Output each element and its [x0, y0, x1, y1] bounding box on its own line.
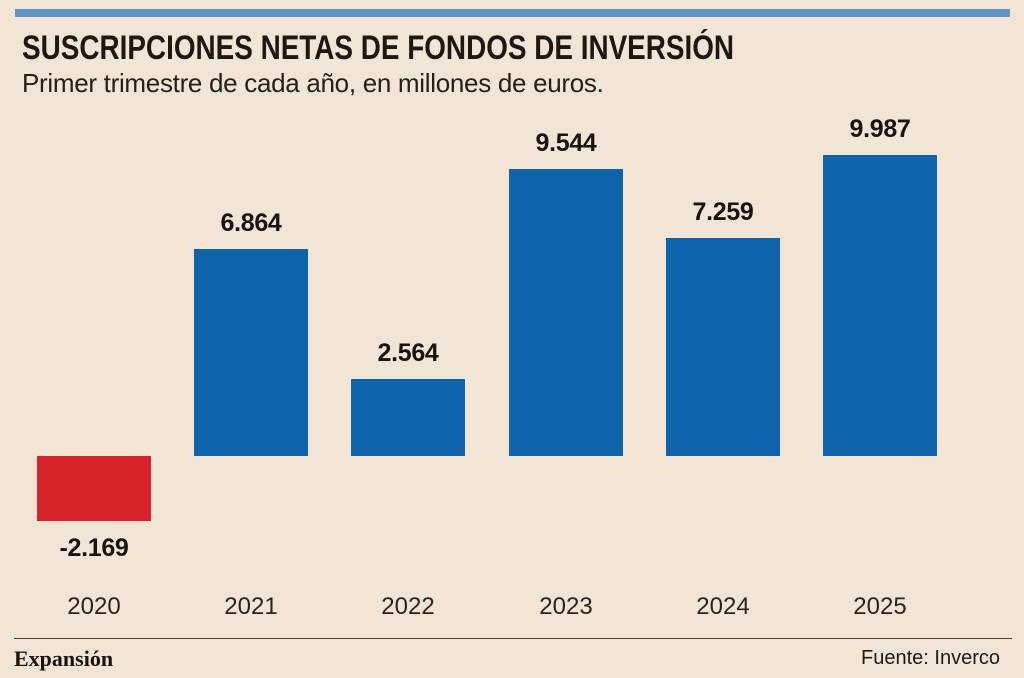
bar-2021 — [194, 249, 308, 456]
x-axis-label: 2024 — [696, 593, 750, 620]
bar-value-label: 6.864 — [220, 209, 282, 237]
bar-2025 — [823, 155, 937, 456]
bar-value-label: 9.544 — [535, 129, 597, 157]
bar-value-label: 2.564 — [377, 339, 439, 367]
bar-value-label: -2.169 — [59, 534, 129, 562]
brand-logo: Expansión — [14, 646, 114, 671]
x-axis-label: 2023 — [539, 593, 593, 620]
x-axis-label: 2020 — [67, 593, 121, 620]
bar-value-label: 9.987 — [849, 115, 911, 143]
footer-divider — [14, 638, 1012, 639]
top-accent-stripe — [15, 9, 1010, 17]
bar-2022 — [351, 379, 465, 456]
bar-2023 — [509, 169, 623, 456]
bar-2020 — [37, 456, 151, 521]
chart-title: SUSCRIPCIONES NETAS DE FONDOS DE INVERSI… — [22, 29, 735, 67]
bar-2024 — [666, 238, 780, 456]
x-axis-label: 2025 — [853, 593, 907, 620]
x-axis-label: 2021 — [224, 593, 278, 620]
bar-value-label: 7.259 — [692, 198, 754, 226]
chart-subtitle: Primer trimestre de cada año, en millone… — [22, 68, 604, 98]
source-label: Fuente: Inverco — [861, 647, 1000, 669]
bar-chart: -2.169 2020 6.864 2021 2.564 2022 9.544 2023 7.2… — [15, 115, 1010, 625]
x-axis-label: 2022 — [381, 593, 435, 620]
